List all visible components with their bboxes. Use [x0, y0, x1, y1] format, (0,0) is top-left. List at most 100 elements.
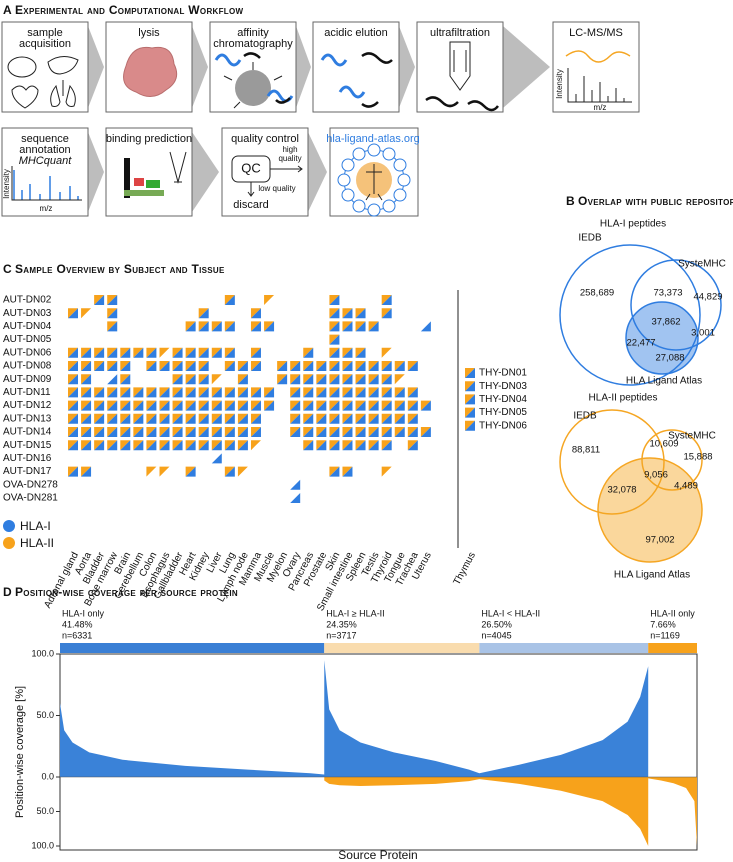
venn-circle	[630, 259, 722, 351]
hla-i-cell	[81, 440, 92, 451]
arrow	[399, 26, 415, 108]
hla-i-cell	[237, 413, 248, 424]
panel-title: Overlap with public repositories	[578, 194, 733, 208]
hla-i-cell	[237, 427, 248, 437]
subject-label: AUT-DN12	[3, 400, 52, 411]
hla-i-cell	[81, 400, 92, 411]
venn-circle	[625, 301, 699, 375]
axis-label: m/z	[594, 103, 607, 112]
hla-i-cell	[185, 387, 196, 398]
step-label: quality control	[231, 133, 299, 145]
hla-i-cell	[185, 361, 196, 371]
hla-i-cell	[198, 347, 209, 358]
hla-i-cell	[185, 374, 196, 385]
hla-i-cell	[368, 361, 379, 371]
hla-i-cell	[342, 387, 353, 398]
hla-i-cell	[316, 413, 327, 424]
hla-ii-cell	[81, 308, 92, 319]
hla-i-cell	[211, 387, 222, 398]
hla-i-cell	[329, 321, 340, 332]
qc-high: quality	[278, 154, 301, 163]
qc-discard: discard	[233, 199, 268, 211]
hla-i-cell	[355, 400, 366, 411]
hla-ii-cell	[250, 440, 261, 451]
hla-i-cell	[224, 347, 235, 358]
spectrum-icon	[567, 68, 632, 103]
tool-name: MHCquant	[19, 155, 73, 167]
hla-i-cell	[211, 321, 222, 332]
region-count: 10,609	[649, 439, 678, 450]
filter-icon	[449, 41, 471, 91]
hla-i-cell	[146, 387, 157, 398]
tissue-label: Adrenal gland	[42, 550, 81, 610]
hla-i-cell	[224, 361, 235, 371]
hla-i-cell	[394, 413, 405, 424]
hla-i-cell	[172, 413, 183, 424]
hla-i-cell	[107, 361, 118, 371]
subject-label: THY-DN01	[479, 368, 527, 379]
hla-i-cell	[159, 427, 170, 437]
hla-i-cell	[81, 374, 92, 385]
panel-title: Position-wise coverage per source protei…	[15, 585, 238, 599]
group-bar	[479, 643, 649, 653]
tissue-label: Thymus	[452, 550, 478, 587]
hla-i-cell	[316, 400, 327, 411]
hla-i-cell	[277, 361, 288, 371]
hla-ii-cell	[250, 387, 261, 398]
hla-i-cell	[420, 321, 431, 332]
panel-letter: D	[3, 585, 12, 599]
subject-label: THY-DN04	[479, 394, 527, 405]
hla-i-cell	[381, 440, 392, 451]
hla-i-cell	[368, 413, 379, 424]
hla-ii-cell	[250, 427, 261, 437]
hla-i-cell	[329, 440, 340, 451]
qc-low: low quality	[258, 184, 295, 193]
hla-i-cell	[94, 295, 105, 305]
hla-i-cell	[250, 347, 261, 358]
hla-i-cell	[355, 413, 366, 424]
subject-label: AUT-DN05	[3, 334, 52, 345]
hla-i-cell	[342, 361, 353, 371]
hla-ii-cell	[237, 466, 248, 477]
hla-i-cell	[198, 361, 209, 371]
hla-i-cell	[198, 374, 209, 385]
legend-label: HLA-I	[20, 519, 51, 533]
hla-i-cell	[211, 453, 222, 464]
hla-i-cell	[159, 440, 170, 451]
hla-i-cell	[172, 347, 183, 358]
hla-i-cell	[94, 347, 105, 358]
group-n: n=3717	[326, 630, 356, 640]
hla-i-cell	[185, 466, 196, 477]
axis-label: Intensity	[2, 169, 11, 199]
hla-i-cell	[250, 413, 261, 424]
subject-label: AUT-DN02	[3, 295, 52, 306]
hla-i-cell	[264, 400, 275, 411]
organ-icon	[393, 158, 407, 172]
hla-i-cell	[407, 440, 418, 451]
group-name: HLA-II only	[650, 608, 695, 618]
region-count: 15,888	[683, 452, 712, 463]
hla-i-cell	[185, 413, 196, 424]
arrow	[192, 26, 208, 108]
hla-i-cell	[172, 440, 183, 451]
hla-i-cell	[81, 361, 92, 371]
hla-i-cell	[264, 321, 275, 332]
hla-i-cell	[120, 387, 131, 398]
region-count: 73,373	[653, 288, 682, 299]
hla-i-cell	[394, 427, 405, 437]
y-tick-label: 0.0	[41, 771, 54, 781]
hla-i-cell	[146, 361, 157, 371]
hla-i-cell	[159, 413, 170, 424]
step-label: acidic elution	[324, 27, 388, 39]
hla-i-cell	[316, 387, 327, 398]
venn-title: HLA-I peptides	[600, 219, 666, 230]
hla-i-cell	[81, 413, 92, 424]
hla-i-cell	[250, 400, 261, 411]
hla-i-cell	[381, 427, 392, 437]
subject-label: OVA-DN281	[3, 493, 58, 504]
subject-label: AUT-DN06	[3, 347, 52, 358]
hla-i-cell	[133, 427, 144, 437]
hla-i-cell	[68, 466, 78, 477]
region-count: 44,829	[693, 292, 722, 303]
hla-i-cell	[329, 347, 340, 358]
